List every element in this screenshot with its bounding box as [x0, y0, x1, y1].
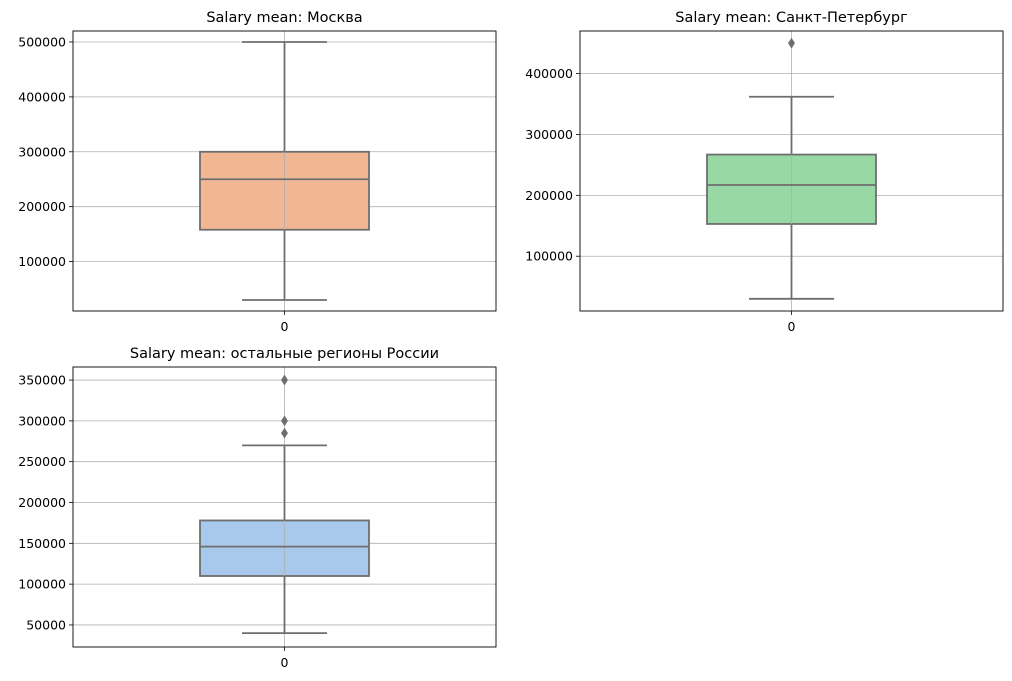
x-tick-label: 0 [788, 319, 796, 334]
y-tick-label: 100000 [18, 254, 66, 269]
x-tick-label: 0 [281, 655, 289, 670]
chart-title: Salary mean: остальные регионы России [130, 346, 439, 362]
outlier-point [281, 374, 288, 386]
subplot-2: Salary mean: Санкт-Петербург 100000 200000… [525, 10, 1004, 334]
y-tick-label: 300000 [525, 127, 573, 142]
subplot-3: Salary mean: остальные регионы России 500… [18, 346, 497, 670]
y-tick-label: 400000 [18, 89, 66, 104]
y-tick-label: 100000 [525, 249, 573, 264]
outlier-point [788, 37, 795, 49]
y-tick-label: 250000 [18, 454, 66, 469]
chart-title: Salary mean: Санкт-Петербург [675, 10, 907, 26]
y-tick-label: 350000 [18, 373, 66, 388]
y-tick-label: 200000 [18, 199, 66, 214]
x-tick-label: 0 [281, 319, 289, 334]
outlier-point [281, 415, 288, 427]
y-tick-label: 50000 [26, 617, 66, 632]
chart-title: Salary mean: Москва [206, 10, 362, 26]
outlier-point [281, 427, 288, 439]
y-tick-label: 400000 [525, 66, 573, 81]
y-tick-label: 200000 [18, 495, 66, 510]
y-tick-label: 150000 [18, 536, 66, 551]
y-tick-label: 500000 [18, 34, 66, 49]
y-tick-label: 100000 [18, 577, 66, 592]
subplot-1: Salary mean: Москва 100000 200000 300000 400… [18, 10, 497, 334]
y-tick-label: 200000 [525, 188, 573, 203]
y-tick-label: 300000 [18, 413, 66, 428]
y-tick-label: 300000 [18, 144, 66, 159]
